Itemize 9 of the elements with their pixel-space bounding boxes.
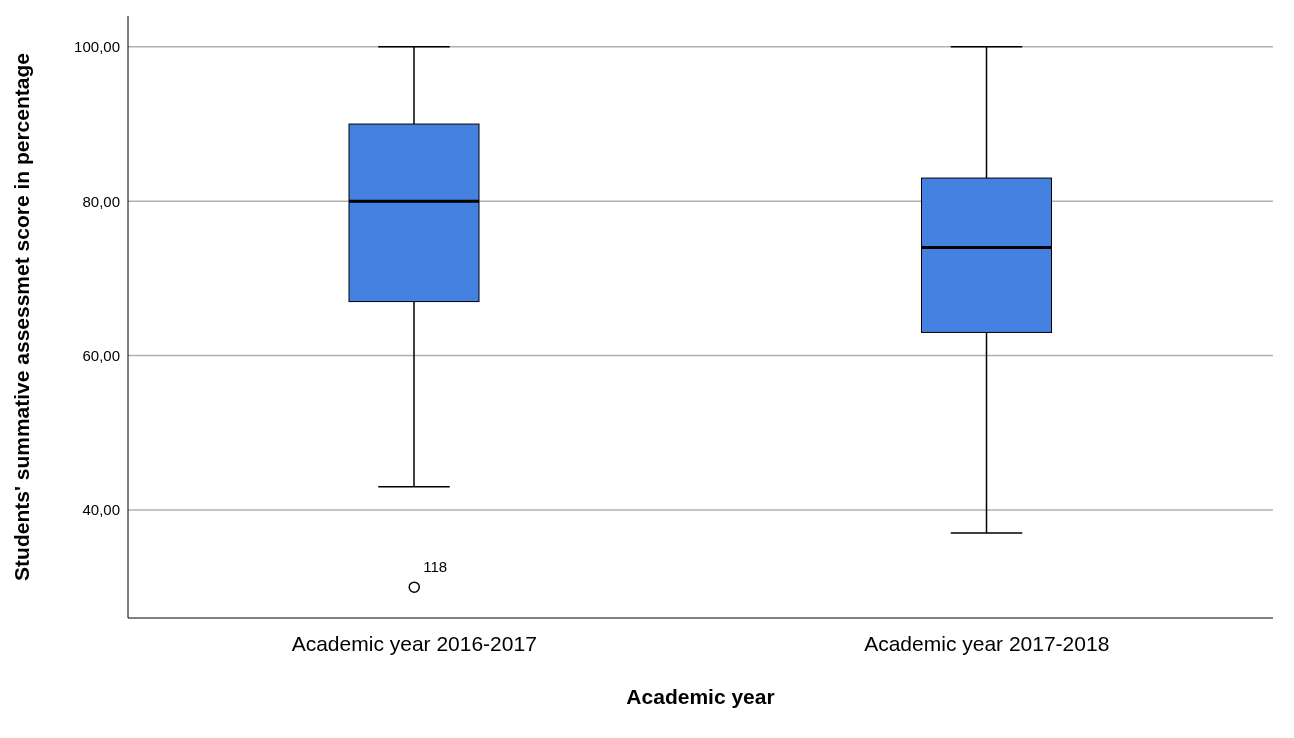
x-tick-label: Academic year 2017-2018: [864, 631, 1110, 655]
annotation: 118: [423, 558, 448, 576]
y-tick-label: 100,00: [74, 38, 120, 56]
x-axis-title: Academic year: [626, 685, 775, 708]
y-tick-label: 40,00: [82, 501, 120, 519]
x-tick-label: Academic year 2016-2017: [291, 631, 537, 655]
y-axis-title: Students' summative assessmet score in percentage: [10, 53, 34, 581]
y-tick-label: 80,00: [82, 192, 120, 210]
y-tick-label: 60,00: [82, 346, 120, 364]
